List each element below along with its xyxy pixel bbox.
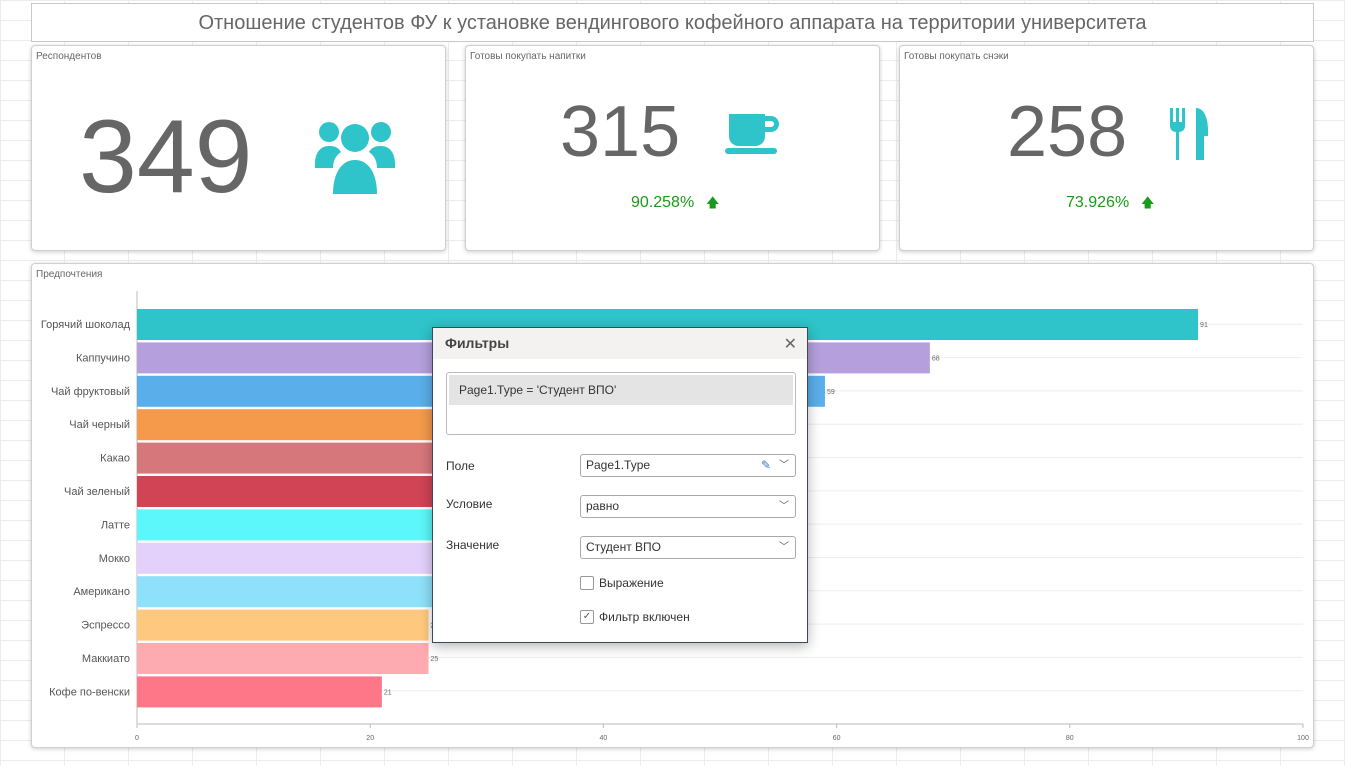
filter-enabled-checkbox[interactable]: ✓ Фильтр включен bbox=[580, 610, 690, 624]
condition-label: Условие bbox=[446, 497, 493, 511]
category-label: Мокко bbox=[99, 553, 130, 565]
card-caption: Готовы покупать напитки bbox=[470, 51, 586, 62]
bar bbox=[137, 609, 429, 641]
arrow-up-icon: 🡅 bbox=[1141, 195, 1155, 210]
drinks-card: Готовы покупать напитки 315 90.258% 🡅 bbox=[465, 45, 880, 251]
value-value: Студент ВПО bbox=[586, 540, 661, 554]
chevron-down-icon: ﹀ bbox=[779, 460, 789, 471]
category-label: Кофе по-венски bbox=[49, 686, 130, 698]
close-icon[interactable]: ✕ bbox=[783, 336, 797, 353]
card-caption: Предпочтения bbox=[36, 269, 103, 280]
respondents-value: 349 bbox=[79, 99, 253, 215]
value-select[interactable]: Студент ВПО ﹀ bbox=[580, 536, 796, 559]
checkbox-box bbox=[580, 576, 594, 590]
expression-checkbox[interactable]: Выражение bbox=[580, 576, 664, 590]
category-label: Горячий шоколад bbox=[41, 319, 131, 331]
snacks-card: Готовы покупать снэки 258 73.926% 🡅 bbox=[899, 45, 1314, 251]
x-tick-label: 20 bbox=[366, 735, 374, 742]
value-label: Значение bbox=[446, 538, 500, 552]
category-label: Эспрессо bbox=[81, 620, 130, 632]
data-label: 68 bbox=[932, 355, 940, 362]
filter-list: Page1.Type = 'Студент ВПО' bbox=[446, 372, 796, 435]
x-tick-label: 80 bbox=[1066, 735, 1074, 742]
bar bbox=[137, 576, 452, 608]
filter-enabled-label: Фильтр включен bbox=[599, 610, 690, 624]
field-select[interactable]: Page1.Type ✎ ﹀ bbox=[580, 454, 796, 477]
category-label: Американо bbox=[73, 586, 130, 598]
chevron-down-icon: ﹀ bbox=[779, 542, 789, 553]
drinks-percent: 90.258% bbox=[631, 194, 695, 211]
arrow-up-icon: 🡅 bbox=[706, 195, 720, 210]
category-label: Чай черный bbox=[69, 419, 130, 431]
category-label: Каппучино bbox=[76, 352, 130, 364]
category-label: Латте bbox=[101, 519, 130, 531]
pencil-icon[interactable]: ✎ bbox=[760, 458, 771, 472]
bar bbox=[137, 643, 429, 674]
condition-select[interactable]: равно ﹀ bbox=[580, 495, 796, 518]
dialog-title: Фильтры bbox=[433, 328, 807, 359]
chevron-down-icon: ﹀ bbox=[779, 501, 789, 512]
expression-label: Выражение bbox=[599, 576, 664, 590]
coffee-cup-icon bbox=[725, 114, 779, 154]
x-tick-label: 60 bbox=[833, 735, 841, 742]
respondents-card: Респондентов 349 bbox=[31, 45, 446, 251]
data-label: 59 bbox=[827, 389, 835, 396]
filters-dialog: Фильтры ✕ Page1.Type = 'Студент ВПО' Пол… bbox=[432, 327, 808, 643]
card-caption: Респондентов bbox=[36, 51, 102, 62]
category-label: Чай зеленый bbox=[64, 486, 130, 498]
dashboard-title: Отношение студентов ФУ к установке венди… bbox=[31, 3, 1314, 42]
check-icon: ✓ bbox=[580, 610, 594, 624]
category-label: Маккиато bbox=[82, 653, 130, 665]
bar bbox=[137, 542, 487, 574]
drinks-value: 315 bbox=[560, 92, 681, 172]
category-label: Чай фруктовый bbox=[51, 386, 130, 398]
users-icon bbox=[315, 122, 395, 194]
x-tick-label: 0 bbox=[135, 735, 139, 742]
category-label: Какао bbox=[100, 453, 130, 465]
x-tick-label: 100 bbox=[1297, 735, 1309, 742]
filter-item[interactable]: Page1.Type = 'Студент ВПО' bbox=[449, 375, 793, 405]
bar bbox=[137, 676, 382, 708]
snacks-value: 258 bbox=[1007, 92, 1128, 172]
data-label: 91 bbox=[1200, 322, 1208, 329]
data-label: 21 bbox=[384, 689, 392, 696]
fork-knife-icon bbox=[1170, 108, 1208, 160]
field-value: Page1.Type bbox=[586, 458, 651, 472]
snacks-percent: 73.926% bbox=[1066, 194, 1130, 211]
condition-value: равно bbox=[586, 499, 620, 513]
field-label: Поле bbox=[446, 459, 475, 473]
data-label: 25 bbox=[431, 656, 439, 663]
card-caption: Готовы покупать снэки bbox=[904, 51, 1009, 62]
x-tick-label: 40 bbox=[600, 735, 608, 742]
